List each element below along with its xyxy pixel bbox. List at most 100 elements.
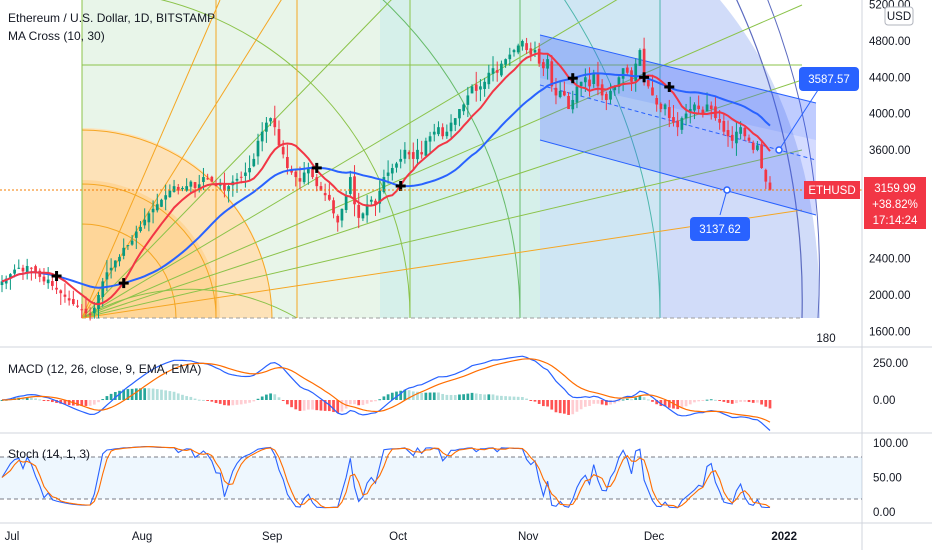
cross-marker (664, 81, 675, 92)
macd-bar (118, 390, 121, 400)
macd-bar (621, 399, 625, 401)
candle (369, 196, 373, 207)
candle (407, 150, 411, 160)
stoch-title: Stoch (14, 1, 3) (8, 447, 90, 461)
macd-bar (462, 394, 465, 400)
stoch-d-line (1, 446, 771, 509)
macd-bar (407, 390, 411, 400)
candle (424, 137, 428, 157)
currency-badge[interactable]: USD (884, 6, 914, 26)
macd-histogram (0, 388, 772, 415)
annotation-upper-value: 3587.57 (808, 74, 850, 86)
candle (298, 166, 302, 190)
macd-bar (239, 400, 243, 405)
macd-bar (739, 400, 742, 402)
candle (395, 161, 398, 173)
candle (252, 153, 256, 168)
candle (327, 183, 331, 202)
macd-tick: 250.00 (873, 358, 908, 370)
price-axis[interactable]: 1600.00 2000.00 2400.00 3600.00 4000.00 4400.… (869, 0, 911, 338)
macd-signal-line (1, 358, 771, 423)
candle (176, 184, 180, 195)
candle (428, 131, 432, 155)
macd-bar (730, 400, 734, 404)
cross-marker (567, 73, 578, 84)
stoch-tick: 0.00 (873, 507, 895, 519)
macd-bar (416, 391, 419, 400)
cross-marker (51, 271, 62, 282)
macd-bar (726, 400, 730, 403)
candle (227, 184, 230, 203)
macd-bar (756, 400, 759, 403)
time-tick: Oct (389, 531, 408, 543)
price-tick: 4400.00 (869, 72, 911, 84)
candle (109, 258, 113, 279)
macd-bar (202, 399, 205, 401)
candle (30, 267, 33, 281)
candle (676, 112, 680, 137)
macd-bar (495, 395, 499, 400)
annotation-lower[interactable]: 3137.62 (690, 217, 750, 241)
stoch-axis[interactable]: 0.00 50.00 100.00 (873, 438, 908, 519)
price-tick: 4000.00 (869, 109, 911, 121)
macd-bar (625, 398, 629, 400)
macd-bar (747, 400, 751, 403)
macd-bar (550, 400, 554, 410)
macd-bar (59, 400, 63, 404)
macd-bar (705, 399, 709, 401)
candle (130, 234, 134, 246)
macd-bar (361, 400, 365, 406)
annotation-upper[interactable]: 3587.57 (799, 67, 859, 91)
macd-bar (508, 396, 512, 400)
macd-axis[interactable]: 0.00 250.00 (873, 358, 908, 407)
macd-bar (235, 400, 239, 405)
candle (118, 254, 121, 267)
candle (743, 125, 747, 141)
candle (411, 142, 415, 171)
currency-label: USD (887, 11, 911, 23)
candle (294, 168, 298, 187)
macd-bar (307, 400, 310, 410)
macd-bar (0, 400, 4, 401)
macd-bar (554, 400, 558, 413)
candle (269, 117, 272, 127)
macd-bar (38, 399, 42, 401)
candle (693, 102, 696, 120)
macd-bar (231, 400, 235, 406)
candle (143, 208, 147, 229)
candle (491, 56, 495, 82)
macd-bar (147, 388, 151, 400)
macd-bar (688, 400, 692, 405)
macd-bar (655, 400, 659, 405)
candle (500, 60, 503, 77)
candle (265, 117, 268, 143)
candle (537, 42, 541, 67)
candle (63, 283, 67, 303)
candle (399, 149, 403, 169)
time-axis[interactable]: Jul Aug Sep Oct Nov Dec 2022 (5, 531, 797, 543)
chart-title: Ethereum / U.S. Dollar, 1D, BITSTAMP (8, 11, 215, 25)
macd-bar (579, 400, 583, 410)
candle (571, 90, 575, 114)
macd-bar (500, 395, 503, 400)
macd-bar (252, 400, 256, 402)
macd-bar (588, 400, 591, 406)
macd-bar (323, 400, 327, 411)
macd-bar (395, 391, 398, 400)
candle (709, 101, 713, 120)
macd-bar (684, 400, 688, 407)
macd-bar (735, 400, 738, 404)
macd-bar (189, 396, 193, 400)
macd-bar (449, 394, 453, 400)
macd-bar (537, 400, 541, 404)
macd-bar (197, 399, 201, 401)
x-extra-label: 180 (816, 333, 835, 345)
candle (248, 155, 251, 181)
macd-bar (273, 394, 277, 400)
candle (113, 260, 117, 272)
time-tick: Dec (644, 531, 665, 543)
stoch-band (0, 457, 862, 499)
macd-bar (575, 400, 579, 412)
macd-bar (302, 400, 306, 411)
